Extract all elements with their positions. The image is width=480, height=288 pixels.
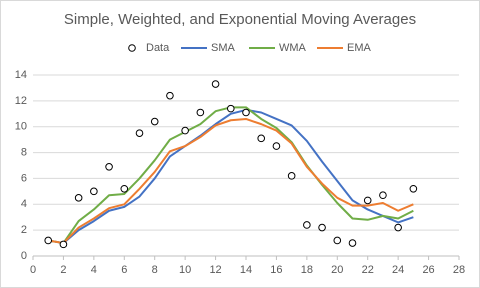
y-tick-label: 10: [15, 121, 27, 133]
data-point: [166, 91, 174, 100]
legend-label: SMA: [211, 42, 236, 54]
data-point: [105, 162, 113, 171]
data-point: [181, 126, 189, 135]
y-tick-label: 2: [21, 224, 27, 236]
y-tick-label: 4: [21, 198, 27, 210]
x-tick-label: 6: [121, 264, 127, 276]
x-tick-label: 2: [60, 264, 66, 276]
data-point: [257, 134, 266, 143]
chart-title: Simple, Weighted, and Exponential Moving…: [64, 11, 416, 28]
data-point: [44, 236, 53, 245]
data-point: [303, 221, 311, 229]
data-point: [379, 191, 387, 200]
x-tick-label: 26: [422, 264, 434, 276]
data-point: [333, 236, 342, 245]
y-tick-label: 8: [21, 146, 27, 158]
data-point: [242, 108, 250, 117]
series-line: [48, 108, 414, 245]
data-point: [120, 184, 129, 193]
data-point: [272, 142, 281, 150]
x-tick-label: 12: [209, 264, 221, 276]
data-point: [196, 108, 205, 117]
legend-label: Data: [146, 42, 170, 54]
legend-marker: [128, 44, 136, 52]
series-line: [48, 117, 414, 245]
data-point: [211, 80, 220, 88]
data-point: [74, 194, 83, 202]
data-point: [287, 172, 296, 180]
x-tick-label: 18: [301, 264, 313, 276]
x-tick-label: 14: [240, 264, 252, 276]
data-point: [348, 239, 357, 247]
x-tick-label: 24: [392, 264, 404, 276]
data-point: [318, 223, 326, 232]
y-tick-label: 12: [15, 95, 27, 107]
data-point: [135, 129, 144, 137]
x-tick-label: 22: [362, 264, 374, 276]
x-tick-label: 8: [152, 264, 158, 276]
data-point: [59, 240, 68, 249]
data-point: [150, 117, 159, 126]
legend-label: WMA: [279, 42, 307, 54]
y-tick-label: 6: [21, 172, 27, 184]
x-tick-label: 10: [179, 264, 191, 276]
data-point: [409, 184, 418, 193]
x-tick-label: 16: [270, 264, 282, 276]
y-tick-label: 0: [21, 250, 27, 262]
legend-label: EMA: [347, 42, 372, 54]
x-tick-label: 4: [91, 264, 97, 276]
data-point: [90, 187, 98, 196]
x-tick-label: 0: [30, 264, 36, 276]
y-tick-label: 14: [15, 69, 27, 81]
data-point: [363, 196, 372, 205]
x-tick-label: 20: [331, 264, 343, 276]
data-point: [226, 104, 235, 113]
data-point: [394, 223, 402, 232]
x-tick-label: 28: [453, 264, 465, 276]
